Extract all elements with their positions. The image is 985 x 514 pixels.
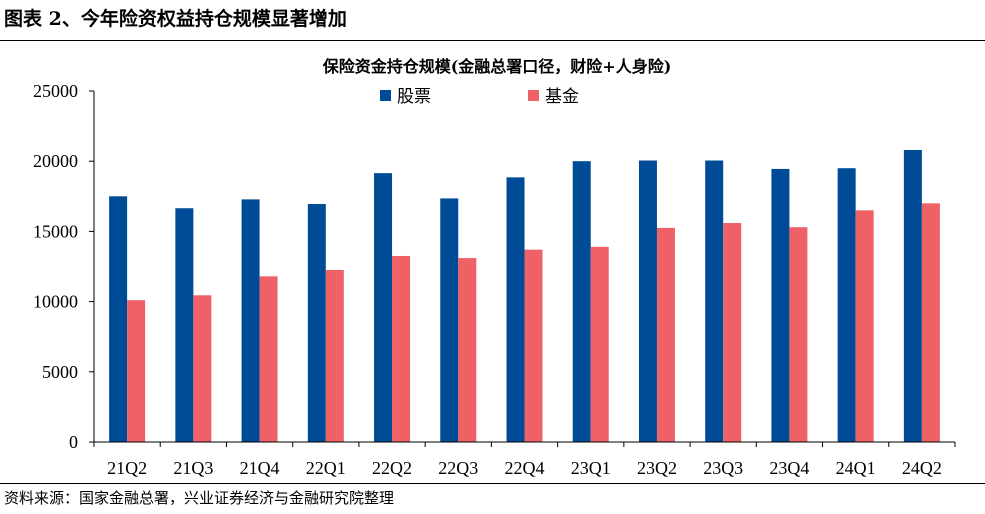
bar-funds-22Q3	[458, 258, 477, 442]
source-note: 资料来源：国家金融总署，兴业证券经济与金融研究院整理	[4, 489, 395, 507]
bottom-rule	[0, 483, 985, 484]
x-tick-label: 22Q1	[306, 458, 346, 478]
legend-swatch-funds	[528, 90, 539, 101]
x-tick-label: 23Q4	[769, 458, 809, 478]
bar-stocks-23Q4	[771, 168, 790, 443]
bar-funds-24Q1	[855, 210, 874, 442]
bar-funds-21Q4	[259, 276, 278, 442]
top-rule	[0, 40, 985, 41]
y-tick-label: 5000	[42, 362, 78, 382]
bar-stocks-23Q3	[705, 160, 724, 442]
bar-stocks-21Q4	[241, 199, 260, 442]
bar-stocks-21Q3	[175, 208, 194, 442]
bar-funds-22Q1	[325, 270, 344, 442]
bar-funds-23Q3	[723, 222, 742, 442]
x-tick-label: 21Q3	[173, 458, 213, 478]
x-tick-label: 21Q2	[107, 458, 147, 478]
y-tick-label: 25000	[33, 81, 78, 101]
bar-stocks-22Q1	[307, 204, 326, 442]
bar-stocks-23Q1	[572, 161, 591, 442]
x-tick-label: 23Q2	[637, 458, 677, 478]
axes-group: 0 5000 10000 15000 20000 25000 21Q2 21Q3 21Q4 22Q…	[33, 81, 956, 478]
legend: 股票 基金	[380, 87, 579, 107]
bar-stocks-23Q2	[638, 160, 657, 442]
bar-funds-23Q2	[656, 227, 675, 442]
y-tick-label: 0	[69, 432, 78, 452]
x-tick-label: 22Q4	[505, 458, 545, 478]
x-tick-label: 22Q2	[372, 458, 412, 478]
bar-stocks-24Q2	[903, 149, 922, 442]
legend-label-funds: 基金	[545, 87, 579, 107]
y-tick-label: 15000	[33, 221, 78, 241]
bar-funds-23Q1	[590, 246, 609, 442]
legend-label-stocks: 股票	[397, 87, 431, 107]
bar-funds-24Q2	[921, 203, 940, 442]
x-tick-label: 23Q3	[703, 458, 743, 478]
bar-stocks-22Q3	[440, 198, 459, 442]
bar-stocks-24Q1	[837, 168, 856, 442]
figure-title: 图表 2、今年险资权益持仓规模显著增加	[4, 8, 347, 30]
bar-chart: 保险资金持仓规模(金融总署口径，财险+人身险) 0 5000 10000 15000 2…	[33, 57, 956, 478]
bar-funds-21Q2	[127, 300, 146, 442]
legend-swatch-stocks	[380, 90, 391, 101]
y-tick-label: 20000	[33, 151, 78, 171]
chart-title: 保险资金持仓规模(金融总署口径，财险+人身险)	[322, 57, 672, 76]
y-tick-label: 10000	[33, 292, 78, 312]
bar-funds-22Q2	[392, 255, 411, 442]
bar-funds-23Q4	[789, 227, 808, 442]
x-tick-label: 21Q4	[240, 458, 280, 478]
x-tick-label: 24Q1	[836, 458, 876, 478]
bar-stocks-22Q2	[374, 173, 393, 442]
bars-group	[109, 149, 940, 443]
bar-funds-21Q3	[193, 295, 212, 442]
x-tick-label: 22Q3	[438, 458, 478, 478]
x-tick-label: 23Q1	[571, 458, 611, 478]
bar-funds-22Q4	[524, 249, 543, 442]
bar-stocks-21Q2	[109, 196, 128, 442]
x-tick-label: 24Q2	[902, 458, 942, 478]
bar-stocks-22Q4	[506, 177, 525, 442]
